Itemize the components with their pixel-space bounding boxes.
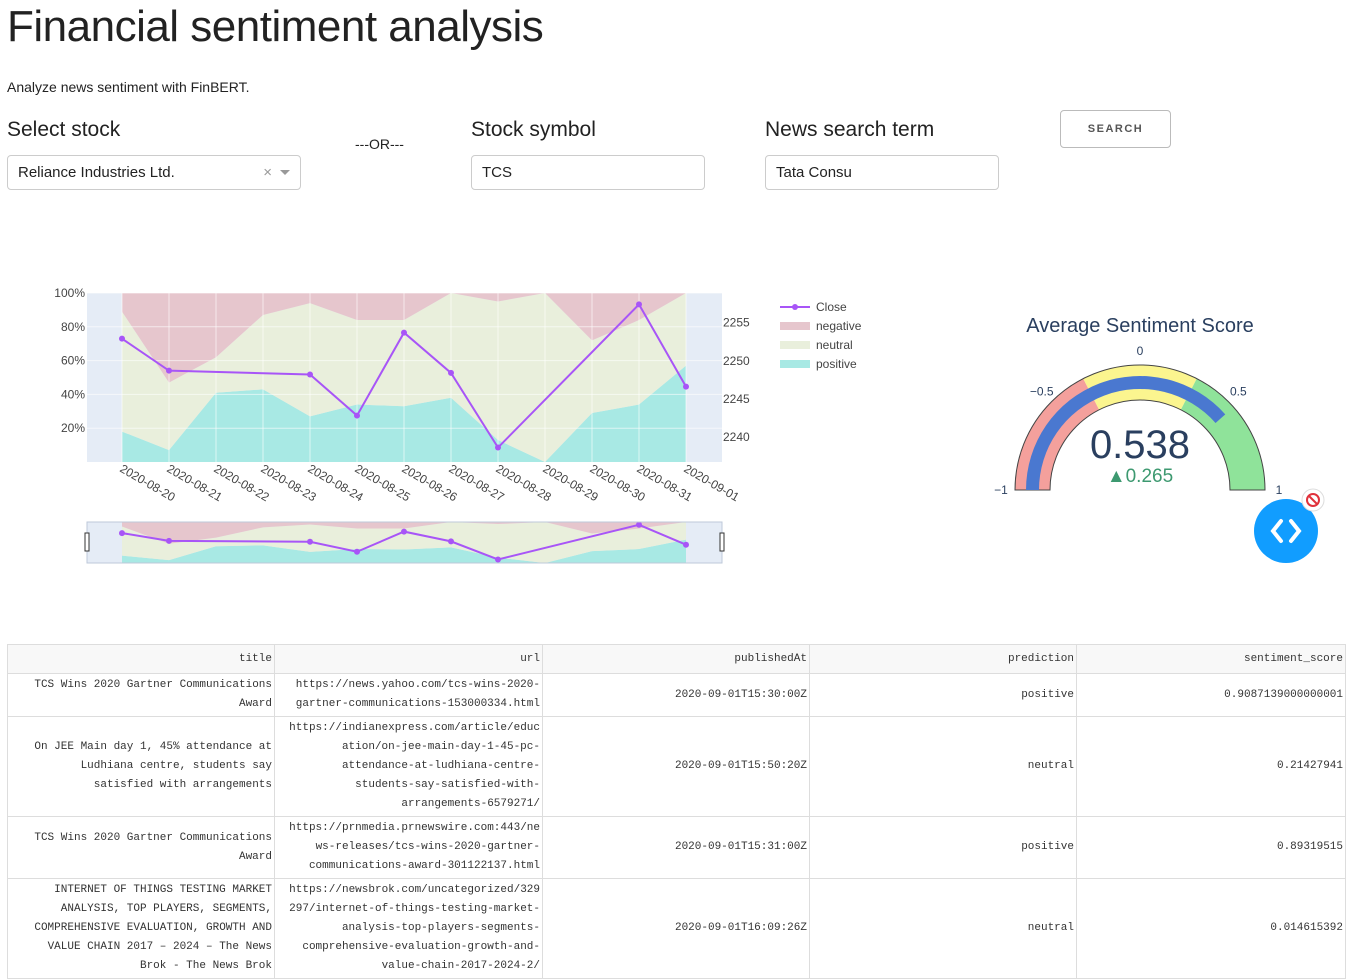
table-cell: positive [809,673,1077,717]
legend-swatch [780,341,810,349]
close-point [354,548,360,555]
column-header: url [274,644,543,674]
table-cell: neutral [809,716,1077,817]
legend-label: positive [816,357,857,371]
close-point [354,412,360,419]
gauge-border [1014,364,1266,491]
table-cell: INTERNET OF THINGS TESTING MARKET ANALYS… [7,878,275,979]
gauge-tick-label: −0.5 [1030,385,1054,399]
table-cell: neutral [809,878,1077,979]
close-point [636,301,642,308]
legend-swatch [792,304,798,310]
subtitle: Analyze news sentiment with FinBERT. [7,79,250,95]
table-row: TCS Wins 2020 Gartner Communications Awa… [7,673,1346,717]
page-title: Financial sentiment analysis [7,2,544,51]
or-text: ---OR--- [355,136,404,152]
close-point [307,371,313,378]
news-table: title url publishedAt prediction sentiment_s… [7,644,1346,979]
y-tick-label: 60% [61,354,85,368]
close-point [401,329,407,336]
gauge-chart: Average Sentiment Score −1 −0.5 0 0.5 1 0.538▲… [994,315,1283,497]
table-row: INTERNET OF THINGS TESTING MARKET ANALYS… [7,878,1346,979]
y-tick-label: 40% [61,387,85,401]
close-point [448,369,454,376]
y-tick-label: 100% [54,286,85,300]
range-handle[interactable] [84,532,90,552]
table-cell: positive [809,816,1077,879]
table-body: TCS Wins 2020 Gartner Communications Awa… [7,673,1346,979]
search-input[interactable]: Tata Consu [765,155,999,190]
table-cell: 2020-09-01T15:50:20Z [542,716,810,817]
close-point [495,444,501,451]
stock-dropdown[interactable]: Reliance Industries Ltd. × [7,155,301,190]
sentiment-chart: 20%40%60%80%100%22402245225022552020-08-… [54,286,862,564]
y-tick-label: 20% [61,421,85,435]
legend-swatch [780,322,810,330]
close-point [683,383,689,390]
area-neutral [122,522,686,563]
legend-label: Close [816,300,847,314]
table-cell: https://newsbrok.com/uncategorized/32929… [274,878,543,979]
column-header: prediction [809,644,1077,674]
close-point [119,335,125,342]
table-cell: 2020-09-01T15:30:00Z [542,673,810,717]
gauge-tick-label: −1 [994,483,1008,497]
symbol-input[interactable]: TCS [471,155,705,190]
column-header: title [7,644,275,674]
gauge-tick-label: 1 [1276,483,1283,497]
legend-swatch [780,360,810,368]
symbol-label: Stock symbol [471,118,596,141]
y2-tick-label: 2240 [723,430,750,444]
gauge-title: Average Sentiment Score [1026,315,1254,337]
table-cell: https://indianexpress.com/article/educat… [274,716,543,817]
table-cell: 0.89319515 [1076,816,1346,879]
close-point [448,538,454,545]
gauge-delta: ▲0.265 [1107,466,1173,487]
column-header: sentiment_score [1076,644,1346,674]
gauge-value: 0.538 [1090,423,1190,467]
close-point [495,556,501,563]
y-tick-label: 80% [61,320,85,334]
close-point [166,537,172,544]
legend-label: neutral [816,338,853,352]
y2-tick-label: 2245 [723,392,750,406]
dropdown-arrow[interactable] [280,170,290,175]
table-head: title url publishedAt prediction sentiment_s… [7,644,1346,674]
table-cell: 0.014615392 [1076,878,1346,979]
close-point [401,528,407,535]
close-point [119,530,125,537]
debug-widget[interactable] [1250,485,1330,565]
range-handle[interactable] [719,532,725,552]
gauge-tick-label: 0 [1137,344,1144,358]
close-point [166,367,172,374]
table-cell: 0.9087139000000001 [1076,673,1346,717]
table-cell: On JEE Main day 1, 45% attendance at Lud… [7,716,275,817]
table-cell: TCS Wins 2020 Gartner Communications Awa… [7,816,275,879]
close-point [683,541,689,548]
table-cell: https://prnmedia.prnewswire.com:443/news… [274,816,543,879]
close-point [307,538,313,545]
dropdown-value: Reliance Industries Ltd. [18,164,175,181]
table-row: On JEE Main day 1, 45% attendance at Lud… [7,716,1346,817]
table-cell: https://news.yahoo.com/tcs-wins-2020-gar… [274,673,543,717]
table-cell: 0.21427941 [1076,716,1346,817]
search-button[interactable]: SEARCH [1060,110,1171,148]
y2-tick-label: 2255 [723,316,750,330]
gauge-tick-label: 0.5 [1230,385,1247,399]
search-label: News search term [765,118,935,141]
column-header: publishedAt [542,644,810,674]
table-cell: 2020-09-01T16:09:26Z [542,878,810,979]
y2-tick-label: 2250 [723,354,750,368]
table-cell: TCS Wins 2020 Gartner Communications Awa… [7,673,275,717]
gauge-bar [1026,376,1226,490]
close-point [636,521,642,528]
table-row: TCS Wins 2020 Gartner Communications Awa… [7,816,1346,879]
legend-label: negative [816,319,862,333]
table-cell: 2020-09-01T15:31:00Z [542,816,810,879]
header-row: title url publishedAt prediction sentiment_s… [7,644,1346,674]
select-label: Select stock [7,118,121,141]
area-positive [122,539,686,563]
clear-icon[interactable]: × [263,164,272,181]
